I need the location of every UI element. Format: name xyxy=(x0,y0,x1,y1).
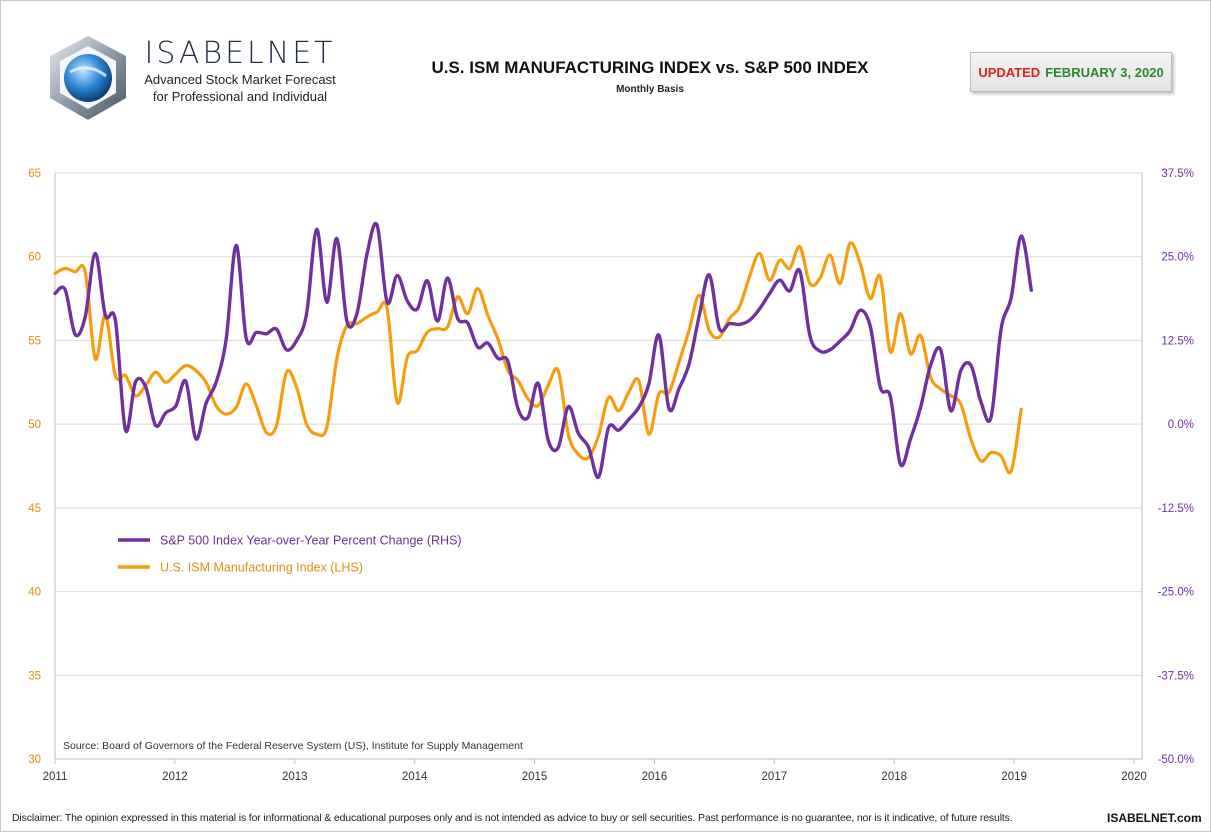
y-right-tick-label: 12.5% xyxy=(1161,335,1194,347)
brand-name: ISABELNET xyxy=(144,36,336,71)
y-left-tick-label: 55 xyxy=(28,335,41,347)
x-tick-label: 2014 xyxy=(402,771,428,783)
source-note: Source: Board of Governors of the Federa… xyxy=(63,740,523,752)
sp500-series-line xyxy=(53,221,1033,479)
y-right-tick-label: -50.0% xyxy=(1158,754,1194,766)
x-tick-label: 2011 xyxy=(43,771,68,783)
brand-block: ISABELNET Advanced Stock Market Forecast… xyxy=(140,36,340,105)
brand-tagline-1: Advanced Stock Market Forecast xyxy=(144,72,336,87)
y-right-tick-label: -25.0% xyxy=(1158,587,1194,599)
chart-title: U.S. ISM MANUFACTURING INDEX vs. S&P 500… xyxy=(431,58,869,77)
y-left-tick-label: 35 xyxy=(28,670,41,682)
y-right-tick-label: -12.5% xyxy=(1158,503,1194,515)
y-left-tick-label: 50 xyxy=(28,419,41,431)
y-left-tick-label: 45 xyxy=(28,503,41,515)
y-right-tick-label: 0.0% xyxy=(1168,419,1194,431)
x-tick-label: 2012 xyxy=(162,771,188,783)
x-tick-label: 2015 xyxy=(522,771,548,783)
updated-badge: UPDATED FEBRUARY 3, 2020 xyxy=(970,52,1172,92)
disclaimer-text: Disclaimer: The opinion expressed in thi… xyxy=(12,812,1013,824)
ism-series-line xyxy=(53,241,1023,475)
x-tick-label: 2013 xyxy=(282,771,308,783)
x-tick-label: 2016 xyxy=(642,771,668,783)
x-tick-label: 2019 xyxy=(1001,771,1027,783)
chart-subtitle: Monthly Basis xyxy=(616,84,684,95)
updated-date: FEBRUARY 3, 2020 xyxy=(1045,64,1164,80)
y-left-tick-label: 60 xyxy=(28,252,41,264)
isabelnet-logo xyxy=(50,36,126,120)
updated-label: UPDATED xyxy=(978,64,1041,80)
x-tick-label: 2017 xyxy=(762,771,788,783)
x-tick-label: 2020 xyxy=(1121,771,1147,783)
x-tick-label: 2018 xyxy=(881,771,907,783)
chart-titles: U.S. ISM MANUFACTURING INDEX vs. S&P 500… xyxy=(300,58,1000,95)
brand-tagline-2: for Professional and Individual xyxy=(152,89,328,104)
y-right-tick-label: 37.5% xyxy=(1161,168,1194,180)
legend-label-sp500: S&P 500 Index Year-over-Year Percent Cha… xyxy=(160,534,462,548)
y-left-tick-label: 30 xyxy=(28,754,41,766)
y-right-tick-label: -37.5% xyxy=(1158,670,1194,682)
y-right-tick-label: 25.0% xyxy=(1161,252,1194,264)
legend-label-ism: U.S. ISM Manufacturing Index (LHS) xyxy=(160,561,363,575)
y-left-tick-label: 40 xyxy=(28,587,41,599)
y-left-tick-label: 65 xyxy=(28,168,41,180)
site-name: ISABELNET.com xyxy=(1107,811,1202,825)
